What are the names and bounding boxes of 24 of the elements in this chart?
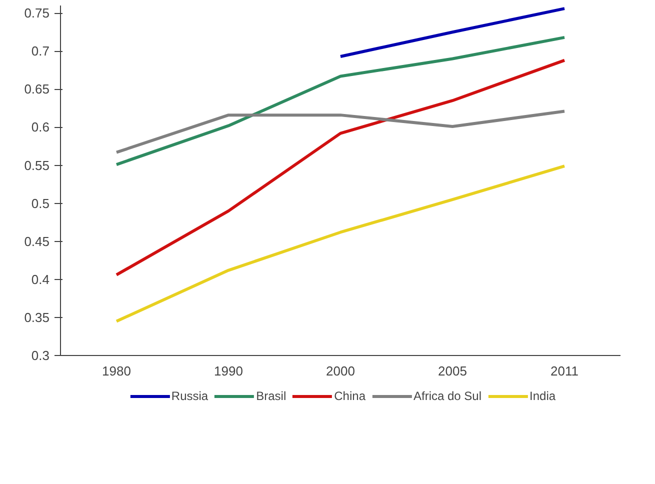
legend-label: Russia — [171, 389, 208, 403]
y-tick-label: 0.7 — [31, 44, 50, 59]
line-series — [115, 36, 566, 166]
y-tick-label: 0.75 — [24, 6, 50, 21]
y-tick-label: 0.4 — [31, 272, 50, 287]
line-series — [115, 110, 566, 154]
y-tick-label: 0.65 — [24, 82, 50, 97]
x-tick-label: 2000 — [326, 364, 355, 378]
y-tick-label: 0.55 — [24, 158, 50, 173]
y-tick-label: 0.45 — [24, 234, 50, 249]
y-tick-label: 0.6 — [31, 120, 50, 135]
x-tick-label: 2005 — [438, 364, 467, 378]
legend-label: Africa do Sul — [413, 389, 482, 403]
x-tick-label: 2011 — [550, 364, 578, 378]
x-tick-label: 1980 — [102, 364, 131, 378]
legend-label: India — [530, 389, 556, 403]
y-tick-label: 0.5 — [31, 196, 50, 211]
legend-label: China — [334, 389, 366, 403]
y-tick-label: 0.35 — [24, 310, 50, 325]
x-tick-label: 1990 — [214, 364, 243, 378]
legend-label: Brasil — [256, 389, 286, 403]
line-series — [115, 164, 566, 323]
y-tick-label: 0.3 — [31, 348, 50, 363]
line-series — [115, 58, 566, 276]
